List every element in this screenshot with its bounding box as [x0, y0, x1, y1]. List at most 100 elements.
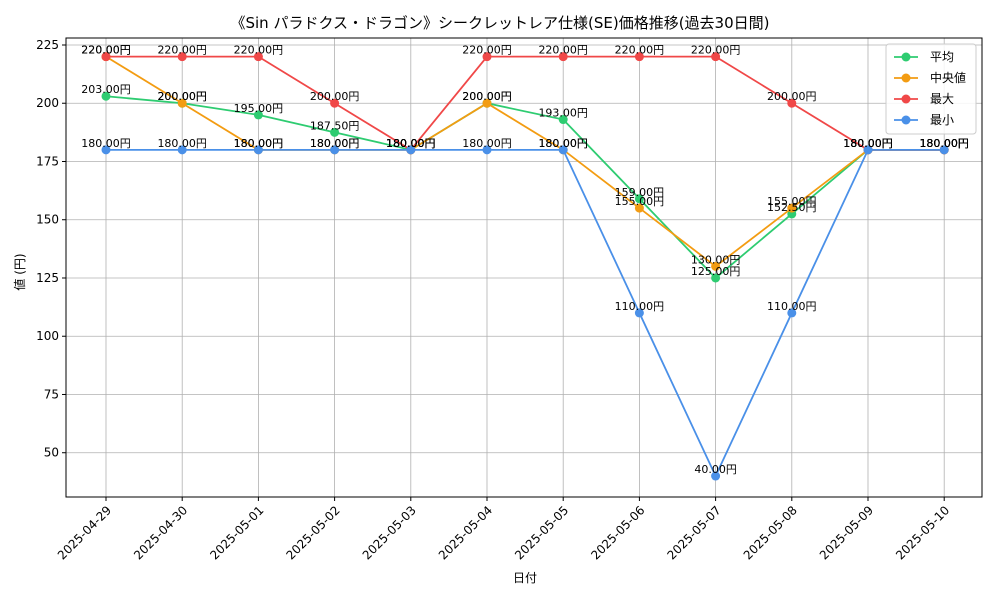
data-label: 180.00円 [234, 137, 284, 150]
series-line [106, 55, 945, 152]
data-labels: 203.00円 200.00円 195.00円 187.50円 180.00円 200.0… [81, 44, 969, 476]
legend-marker [901, 73, 911, 83]
series-line [105, 55, 945, 268]
data-point [711, 52, 721, 62]
data-label: 155.00円 [767, 195, 817, 208]
data-label: 180.00円 [919, 137, 969, 150]
data-point [711, 261, 721, 271]
y-tick-label: 225 [36, 38, 59, 52]
data-label: 125.00円 [691, 265, 741, 278]
data-label: 193.00円 [538, 107, 588, 120]
data-point [711, 471, 721, 481]
data-point [634, 52, 644, 62]
data-label: 180.00円 [843, 137, 893, 150]
data-point [253, 52, 263, 62]
data-label: 180.00円 [462, 137, 512, 150]
data-point [101, 52, 111, 62]
data-point [406, 145, 416, 155]
x-tick-label: 2025-05-07 [665, 503, 724, 562]
data-label: 220.00円 [691, 44, 741, 57]
data-label: 220.00円 [234, 44, 284, 57]
series-layer [101, 52, 949, 481]
legend-item: 中央値 [894, 70, 966, 85]
y-tick-label: 50 [44, 446, 59, 460]
x-tick-label: 2025-05-08 [741, 503, 800, 562]
x-axis-label: 日付 [513, 571, 537, 585]
x-tick-label: 2025-05-10 [893, 503, 952, 562]
data-point [558, 115, 568, 125]
data-point [558, 145, 568, 155]
data-label: 180.00円 [843, 137, 893, 150]
x-tick-label: 2025-04-30 [131, 503, 190, 562]
data-point [177, 52, 187, 62]
data-label: 130.00円 [691, 253, 741, 266]
data-point [711, 273, 721, 283]
data-label: 180.00円 [386, 137, 436, 150]
legend-marker [901, 94, 911, 104]
y-tick-label: 75 [44, 387, 59, 401]
series-line [106, 148, 945, 479]
x-tick-label: 2025-04-29 [55, 503, 114, 562]
data-point [330, 98, 340, 108]
x-tick-label: 2025-05-02 [284, 503, 343, 562]
data-label: 180.00円 [843, 137, 893, 150]
data-label: 200.00円 [157, 90, 207, 103]
data-point [558, 52, 568, 62]
data-label: 220.00円 [81, 44, 131, 57]
data-label: 195.00円 [234, 102, 284, 115]
data-label: 180.00円 [538, 137, 588, 150]
data-label: 180.00円 [919, 137, 969, 150]
data-label: 200.00円 [157, 90, 207, 103]
data-label: 110.00円 [615, 300, 665, 313]
data-label: 180.00円 [919, 137, 969, 150]
legend-marker [901, 115, 911, 125]
data-label: 180.00円 [919, 137, 969, 150]
y-tick-label: 200 [36, 96, 59, 110]
data-label: 180.00円 [538, 137, 588, 150]
data-label: 200.00円 [462, 90, 512, 103]
data-point [177, 145, 187, 155]
data-point [482, 98, 492, 108]
data-label: 40.00円 [694, 463, 737, 476]
legend-item: 最大 [894, 92, 954, 106]
legend-label: 最小 [930, 113, 954, 127]
x-tick-label: 2025-05-05 [512, 503, 571, 562]
data-label: 220.00円 [615, 44, 665, 57]
x-tick-label: 2025-05-09 [817, 503, 876, 562]
legend-item: 最小 [894, 113, 954, 127]
y-axis-label: 値 (円) [12, 253, 27, 290]
data-point [101, 145, 111, 155]
legend-box [885, 43, 977, 135]
series-0 [101, 91, 949, 283]
data-label: 220.00円 [462, 44, 512, 57]
data-label: 187.50円 [310, 119, 360, 132]
data-point [634, 194, 644, 204]
data-label: 152.50円 [767, 201, 817, 214]
legend-label: 最大 [930, 92, 954, 106]
x-tick-label: 2025-05-03 [360, 503, 419, 562]
data-point [787, 308, 797, 318]
data-point [482, 145, 492, 155]
chart-title: 《Sin パラドクス・ドラゴン》シークレットレア仕様(SE)価格推移(過去30日… [230, 14, 769, 32]
x-tick-label: 2025-05-04 [436, 503, 495, 562]
data-point [177, 98, 187, 108]
y-tick-label: 150 [36, 213, 59, 227]
data-point [634, 308, 644, 318]
legend-marker [901, 52, 911, 62]
data-label: 220.00円 [538, 44, 588, 57]
data-point [101, 91, 111, 101]
data-label: 220.00円 [157, 44, 207, 57]
series-3 [101, 145, 949, 481]
legend-label: 中央値 [930, 70, 966, 85]
data-label: 180.00円 [234, 137, 284, 150]
data-label: 180.00円 [386, 137, 436, 150]
data-point [253, 110, 263, 120]
data-label: 200.00円 [462, 90, 512, 103]
y-tick-label: 175 [36, 154, 59, 168]
data-label: 180.00円 [157, 137, 207, 150]
data-label: 220.00円 [81, 44, 131, 57]
data-label: 203.00円 [81, 83, 131, 96]
data-point [787, 98, 797, 108]
